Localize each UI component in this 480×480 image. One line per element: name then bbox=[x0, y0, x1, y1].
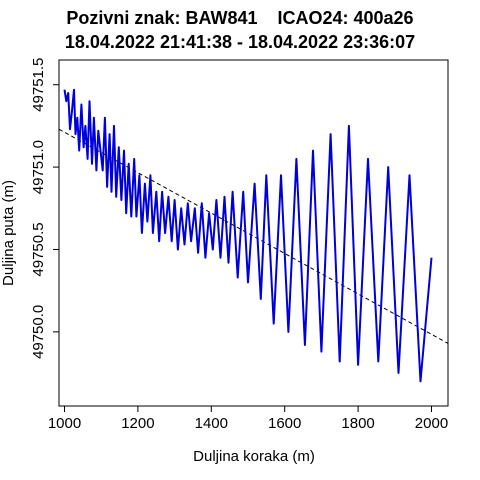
x-tick-label: 1000 bbox=[48, 415, 81, 432]
x-tick-label: 1800 bbox=[341, 415, 374, 432]
x-tick-label: 1600 bbox=[268, 415, 301, 432]
x-tick-label: 1200 bbox=[121, 415, 154, 432]
y-axis-label: Duljina puta (m) bbox=[0, 180, 17, 286]
series-line bbox=[63, 88, 433, 383]
chart-title-line2: 18.04.2022 21:41:38 - 18.04.2022 23:36:0… bbox=[64, 32, 416, 52]
chart-title-line1: Pozivni znak: BAW841 ICAO24: 400a26 bbox=[66, 8, 414, 28]
plot-frame bbox=[58, 59, 449, 407]
x-tick-label: 1400 bbox=[195, 415, 228, 432]
y-tick-label: 49751.5 bbox=[30, 58, 47, 112]
x-tick-label: 2000 bbox=[415, 415, 448, 432]
y-tick-label: 49750.5 bbox=[30, 222, 47, 276]
y-tick-label: 49751.0 bbox=[30, 140, 47, 194]
x-axis-label: Duljina koraka (m) bbox=[193, 448, 315, 465]
axis-ticks: 1000 1200 1400 1600 1800 2000 49750.0 49750.5 49… bbox=[30, 58, 448, 432]
y-tick-label: 49750.0 bbox=[30, 305, 47, 359]
